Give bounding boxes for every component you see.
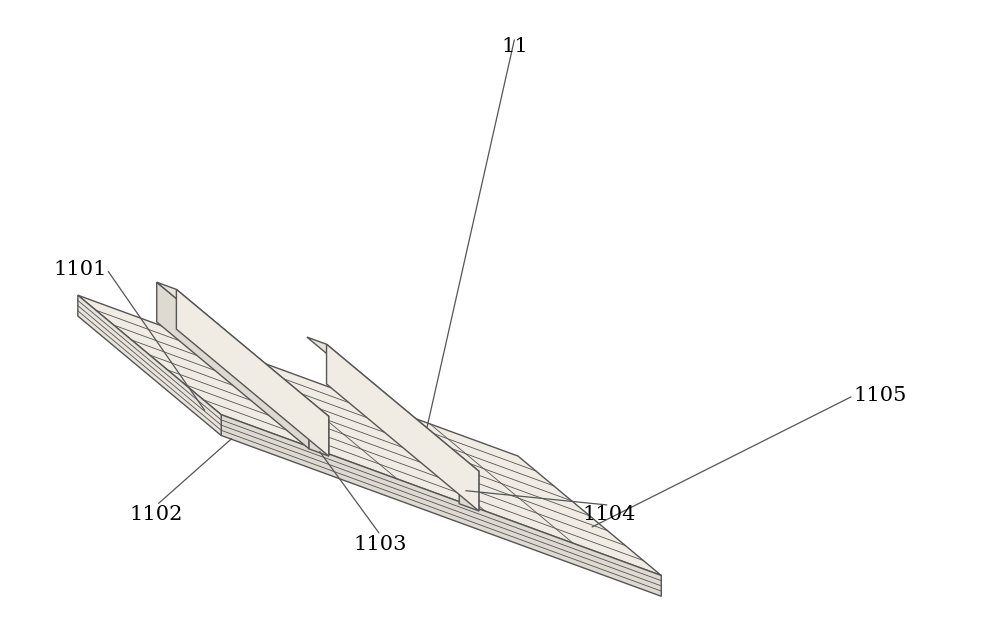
Text: 1104: 1104	[583, 505, 636, 524]
Text: 1103: 1103	[354, 535, 407, 554]
Text: 11: 11	[502, 37, 528, 56]
Polygon shape	[78, 296, 661, 576]
Polygon shape	[327, 344, 479, 511]
Text: 1102: 1102	[130, 505, 183, 524]
Polygon shape	[176, 289, 329, 456]
Polygon shape	[78, 296, 221, 435]
Polygon shape	[307, 337, 479, 471]
Text: 1105: 1105	[853, 386, 907, 405]
Polygon shape	[221, 415, 661, 596]
Polygon shape	[157, 282, 309, 449]
Polygon shape	[309, 409, 329, 456]
Text: 1101: 1101	[53, 260, 107, 279]
Polygon shape	[157, 282, 329, 417]
Polygon shape	[459, 464, 479, 511]
